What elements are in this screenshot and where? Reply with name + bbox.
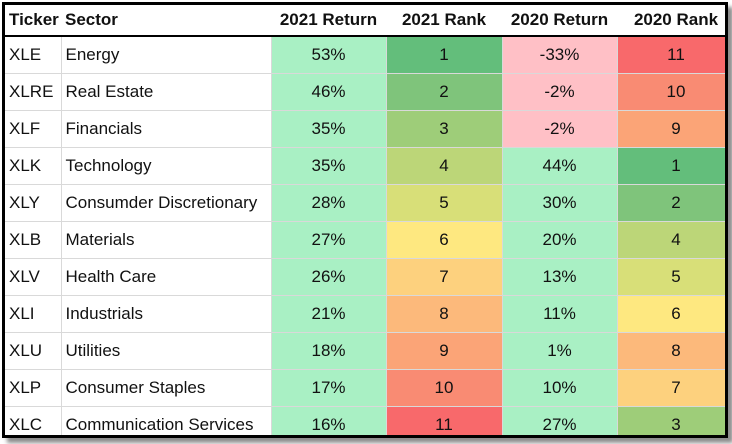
- cell-2020-rank: 8: [617, 332, 725, 370]
- header-2021-rank: 2021 Rank: [386, 5, 502, 37]
- table-row: XLI Industrials 21% 8 11% 6: [5, 295, 725, 333]
- cell-2021-rank: 1: [386, 36, 503, 74]
- cell-ticker: XLB: [5, 221, 62, 259]
- cell-2021-rank: 6: [386, 221, 503, 259]
- cell-ticker: XLC: [5, 406, 62, 435]
- header-2020-return: 2020 Return: [502, 5, 617, 37]
- table-row: XLU Utilities 18% 9 1% 8: [5, 332, 725, 370]
- cell-2021-return: 21%: [271, 295, 387, 333]
- cell-2021-rank: 2: [386, 73, 503, 111]
- cell-2020-return: 20%: [502, 221, 618, 259]
- cell-2021-return: 35%: [271, 147, 387, 185]
- cell-2021-rank: 7: [386, 258, 503, 296]
- cell-2021-rank: 3: [386, 110, 503, 148]
- table-row: XLV Health Care 26% 7 13% 5: [5, 258, 725, 296]
- cell-2021-return: 16%: [271, 406, 387, 435]
- cell-ticker: XLK: [5, 147, 62, 185]
- header-2020-rank: 2020 Rank: [617, 5, 725, 37]
- cell-2020-rank: 11: [617, 36, 725, 74]
- table-row: XLB Materials 27% 6 20% 4: [5, 221, 725, 259]
- cell-2021-rank: 4: [386, 147, 503, 185]
- cell-2020-return: 30%: [502, 184, 618, 222]
- cell-2020-return: 27%: [502, 406, 618, 435]
- cell-sector: Communication Services: [61, 406, 272, 435]
- cell-ticker: XLP: [5, 369, 62, 407]
- header-2021-return: 2021 Return: [271, 5, 386, 37]
- table-row: XLK Technology 35% 4 44% 1: [5, 147, 725, 185]
- table-body: XLE Energy 53% 1 -33% 11 XLRE Real Estate 46% 2-…: [5, 36, 725, 435]
- cell-ticker: XLV: [5, 258, 62, 296]
- table-row: XLC Communication Services 16% 11 27% 3: [5, 406, 725, 435]
- cell-2020-rank: 3: [617, 406, 725, 435]
- table-row: XLF Financials 35% 3 -2% 9: [5, 110, 725, 148]
- cell-sector: Consumer Staples: [61, 369, 272, 407]
- table-row: XLY Consumder Discretionary 28% 5 30% 2: [5, 184, 725, 222]
- cell-2021-return: 46%: [271, 73, 387, 111]
- cell-sector: Real Estate: [61, 73, 272, 111]
- table-row: XLE Energy 53% 1 -33% 11: [5, 36, 725, 74]
- sector-returns-table: Ticker Sector 2021 Return 2021 Rank 2020…: [5, 5, 725, 435]
- cell-2020-return: 44%: [502, 147, 618, 185]
- cell-sector: Health Care: [61, 258, 272, 296]
- header-sector: Sector: [61, 5, 271, 37]
- cell-2021-return: 18%: [271, 332, 387, 370]
- cell-ticker: XLY: [5, 184, 62, 222]
- cell-2020-return: 1%: [502, 332, 618, 370]
- cell-2020-rank: 1: [617, 147, 725, 185]
- cell-ticker: XLF: [5, 110, 62, 148]
- cell-2021-rank: 5: [386, 184, 503, 222]
- cell-ticker: XLI: [5, 295, 62, 333]
- cell-2020-return: 11%: [502, 295, 618, 333]
- header-row: Ticker Sector 2021 Return 2021 Rank 2020…: [5, 5, 725, 37]
- cell-2021-return: 28%: [271, 184, 387, 222]
- header-ticker: Ticker: [5, 5, 61, 37]
- cell-2021-return: 26%: [271, 258, 387, 296]
- cell-sector: Financials: [61, 110, 272, 148]
- cell-ticker: XLRE: [5, 73, 62, 111]
- cell-2020-rank: 5: [617, 258, 725, 296]
- table-row: XLRE Real Estate 46% 2 -2% 10: [5, 73, 725, 111]
- cell-2020-rank: 6: [617, 295, 725, 333]
- cell-2020-rank: 2: [617, 184, 725, 222]
- cell-2021-return: 17%: [271, 369, 387, 407]
- cell-sector: Energy: [61, 36, 272, 74]
- cell-sector: Materials: [61, 221, 272, 259]
- cell-2020-return: 13%: [502, 258, 618, 296]
- table-frame: Ticker Sector 2021 Return 2021 Rank 2020…: [2, 2, 728, 438]
- cell-ticker: XLU: [5, 332, 62, 370]
- cell-2021-rank: 11: [386, 406, 503, 435]
- cell-2021-return: 53%: [271, 36, 387, 74]
- cell-2021-rank: 9: [386, 332, 503, 370]
- cell-sector: Consumder Discretionary: [61, 184, 272, 222]
- cell-2021-return: 27%: [271, 221, 387, 259]
- cell-2020-return: 10%: [502, 369, 618, 407]
- cell-sector: Technology: [61, 147, 272, 185]
- cell-sector: Utilities: [61, 332, 272, 370]
- cell-sector: Industrials: [61, 295, 272, 333]
- cell-2020-rank: 7: [617, 369, 725, 407]
- table-row: XLP Consumer Staples 17% 10 10% 7: [5, 369, 725, 407]
- cell-2021-rank: 8: [386, 295, 503, 333]
- cell-2020-return: -2%: [502, 110, 618, 148]
- cell-2020-rank: 4: [617, 221, 725, 259]
- cell-2021-return: 35%: [271, 110, 387, 148]
- cell-2020-rank: 10: [617, 73, 725, 111]
- cell-2020-return: -2%: [502, 73, 618, 111]
- cell-ticker: XLE: [5, 36, 62, 74]
- cell-2020-rank: 9: [617, 110, 725, 148]
- cell-2020-return: -33%: [502, 36, 618, 74]
- cell-2021-rank: 10: [386, 369, 503, 407]
